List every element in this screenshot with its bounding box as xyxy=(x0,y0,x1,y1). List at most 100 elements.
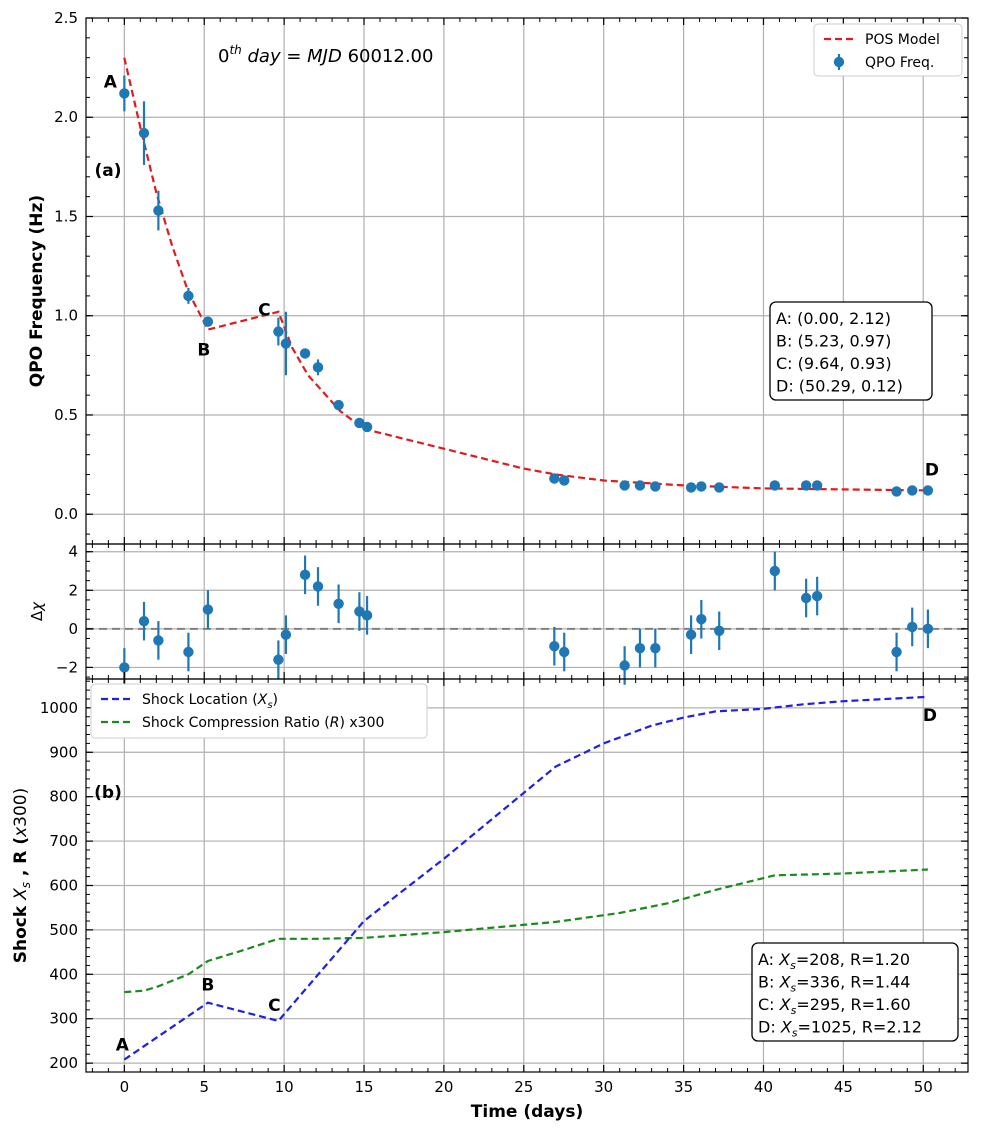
x-tick-label: 0 xyxy=(120,1078,130,1096)
info-box-b-sub: s xyxy=(792,1027,798,1040)
residual-point xyxy=(299,569,311,581)
x-tick-label: 45 xyxy=(834,1078,853,1096)
residual-point xyxy=(811,590,823,602)
legend-b-label-italic: R xyxy=(330,715,340,731)
info-box-b-x: X xyxy=(778,973,791,992)
legend-b-label-sub: s xyxy=(267,700,272,711)
info-box-b xyxy=(751,942,959,1042)
info-box-b-sub: s xyxy=(790,959,796,972)
legend-b-label-suffix: ) x300 xyxy=(339,715,384,731)
mjd-annotation-sup: th xyxy=(229,43,241,57)
info-box-b-line: B: Xs=336, R=1.44 xyxy=(758,973,910,995)
qpo-freq-point xyxy=(273,326,284,337)
info-box-b-values: =336, R=1.44 xyxy=(796,973,910,992)
pos-model-line xyxy=(123,57,928,492)
qpo-freq-point xyxy=(559,475,570,486)
x-axis-label: Time (days) xyxy=(471,1102,583,1122)
residual-point xyxy=(354,606,365,617)
legend-b-label-prefix: Shock Compression Ratio ( xyxy=(142,715,330,731)
x-tick-label: 50 xyxy=(914,1078,933,1096)
data-layer xyxy=(86,57,968,1061)
x-tick-label: 10 xyxy=(275,1078,294,1096)
info-box-b-sub: s xyxy=(791,1004,797,1017)
x-tick-label: 35 xyxy=(674,1078,693,1096)
panel-b-ytick-label: 300 xyxy=(49,1010,78,1028)
panel-b-ytick-label: 600 xyxy=(49,876,78,894)
residual-point xyxy=(619,660,630,671)
info-box-b-x: X xyxy=(780,1018,793,1037)
info-box-b-key: A: xyxy=(758,950,779,969)
info-box-b-values: =208, R=1.20 xyxy=(796,950,910,969)
shock-compression-line xyxy=(124,868,928,994)
point-label-a: C xyxy=(258,301,270,321)
info-box-b-values: =295, R=1.60 xyxy=(796,995,910,1014)
qpo-freq-point xyxy=(696,481,707,492)
mjd-annotation-value: 60012.00 xyxy=(342,46,434,67)
legend-b-label-1: Shock Compression Ratio (R) x300 xyxy=(142,715,384,731)
panel-res-ytick-label: 0 xyxy=(68,620,78,638)
legend-b-label-0: Shock Location (Xs) xyxy=(142,692,278,711)
panel-a-ytick-label: 2.0 xyxy=(54,108,78,126)
qpo-freq-point xyxy=(183,290,194,302)
info-box-b-x: X xyxy=(779,995,792,1014)
x-tick-label: 25 xyxy=(514,1078,533,1096)
residual-point xyxy=(312,581,324,592)
info-box-a-line: B: (5.23, 0.97) xyxy=(776,332,891,351)
qpo-freq-point xyxy=(769,480,781,491)
residual-point xyxy=(559,646,570,658)
panel-res-ytick-label: 2 xyxy=(68,581,78,599)
residual-point xyxy=(907,621,918,633)
y-axis-label-b-x300-x: x xyxy=(11,826,31,838)
residual-point xyxy=(361,610,373,621)
info-box-b-line: D: Xs=1025, R=2.12 xyxy=(758,1018,922,1040)
info-box-a-line: A: (0.00, 2.12) xyxy=(776,309,891,328)
legend-qpo-freq-swatch-dot xyxy=(833,56,845,68)
x-tick-label: 30 xyxy=(594,1078,613,1096)
info-box-a xyxy=(769,301,933,401)
residual-point xyxy=(333,598,344,609)
y-axis-label-b-sub: s xyxy=(19,882,33,888)
panel-res-ytick-label: 4 xyxy=(68,543,78,561)
residual-point xyxy=(685,629,697,640)
residual-point xyxy=(922,623,934,635)
info-box-b-values: =1025, R=2.12 xyxy=(798,1018,922,1037)
panel-b-ytick-label: 400 xyxy=(49,965,78,983)
residual-point xyxy=(696,614,707,625)
residual-point xyxy=(634,642,646,654)
y-axis-label-b-x: X xyxy=(11,888,31,901)
qpo-freq-point xyxy=(333,399,344,411)
y-axis-label-b-shock: Shock xyxy=(11,900,31,963)
mjd-annotation: 0th day = MJD 60012.00 xyxy=(218,43,433,67)
panel-b-ytick-label: 700 xyxy=(49,832,78,850)
residual-point xyxy=(800,592,812,604)
qpo-freq-point xyxy=(634,480,646,491)
y-axis-label-b-x300: 300) xyxy=(11,788,31,827)
mjd-annotation-eq: = xyxy=(281,46,308,67)
shock-location-line xyxy=(123,695,928,1061)
y-axis-label-residual-delta: Δ xyxy=(28,610,46,621)
residual-point xyxy=(549,641,560,652)
panel-a-ytick-label: 0.5 xyxy=(54,406,78,424)
point-label-b: A xyxy=(116,1036,130,1056)
mjd-annotation-day: day xyxy=(242,46,281,67)
info-box-a-line: D: (50.29, 0.12) xyxy=(776,377,903,396)
y-axis-label-residual-chi: χ xyxy=(28,601,46,612)
qpo-freq-point xyxy=(280,338,292,349)
residual-point xyxy=(138,615,150,627)
panel-b-ytick-label: 800 xyxy=(49,788,78,806)
qpo-freq-point xyxy=(922,485,934,496)
info-box-b-line: A: Xs=208, R=1.20 xyxy=(758,950,910,972)
residual-point xyxy=(714,625,725,636)
qpo-freq-point xyxy=(312,362,324,373)
label-layer: 0.00.51.01.52.02.5−202420030040050060070… xyxy=(11,9,963,1122)
info-box-a-line: C: (9.64, 0.93) xyxy=(776,354,892,373)
info-box-b-sub: s xyxy=(790,982,796,995)
legend-b-box xyxy=(90,683,428,739)
legend-qpo-freq-label: QPO Freq. xyxy=(865,55,934,71)
mjd-annotation-mjd: MJD xyxy=(307,46,342,67)
point-label-a: D xyxy=(925,460,939,480)
qpo-freq-point xyxy=(800,480,812,491)
point-label-a: A xyxy=(104,72,118,92)
y-axis-label-b-r: , R ( xyxy=(11,837,31,882)
